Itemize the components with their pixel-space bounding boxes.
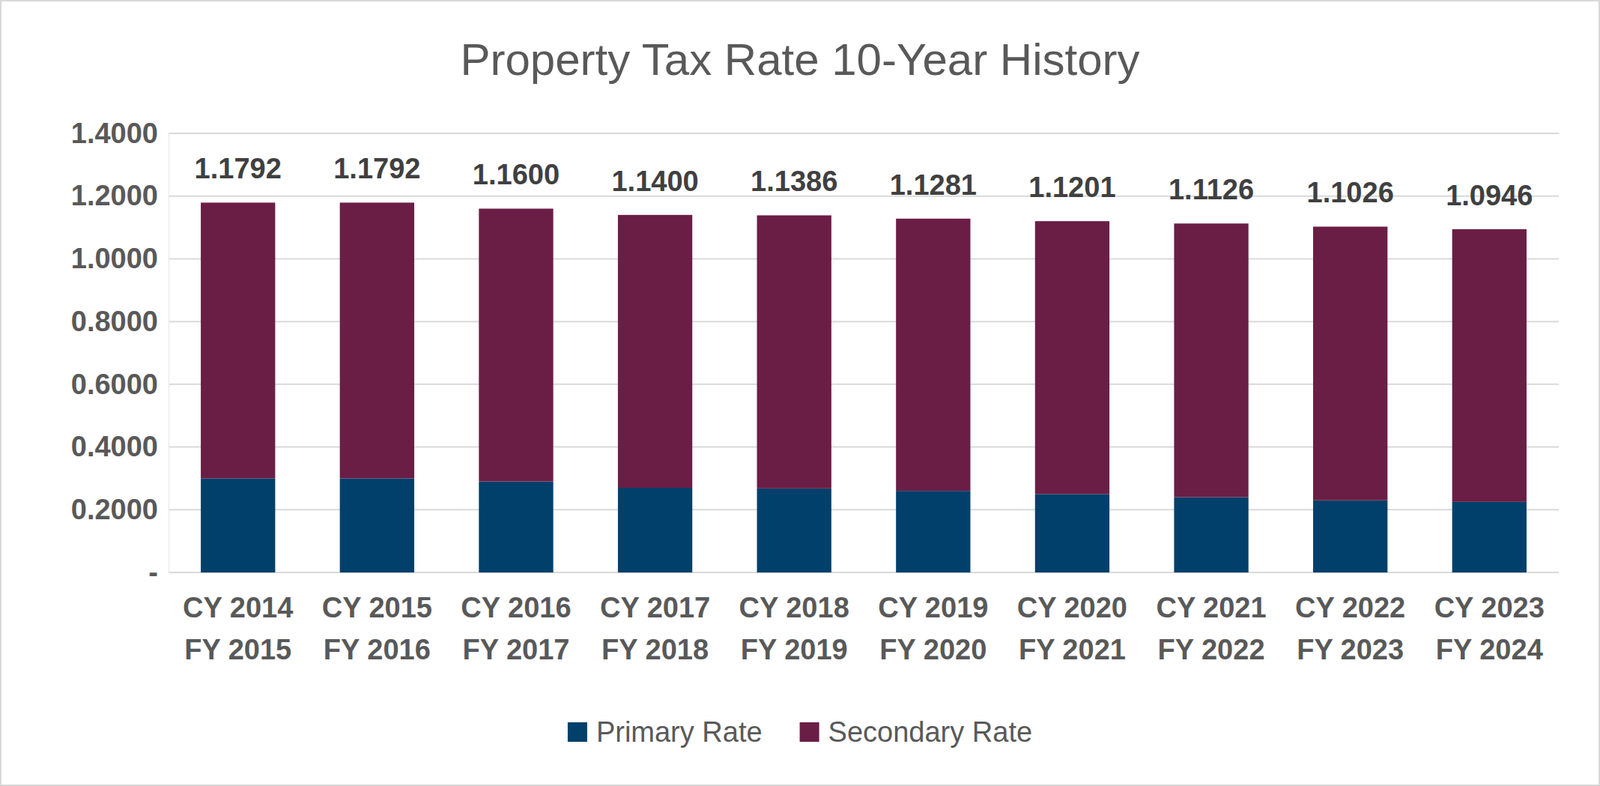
- x-tick-label-line: FY 2021: [1018, 633, 1126, 666]
- y-tick-label: 1.0000: [71, 242, 159, 275]
- x-tick-label-line: FY 2015: [184, 633, 292, 666]
- legend: Primary Rate Secondary Rate: [567, 716, 1033, 748]
- x-tick-label-line: CY 2020: [1017, 591, 1128, 624]
- legend-label: Primary Rate: [596, 716, 763, 748]
- legend-item: Secondary Rate: [800, 716, 1033, 748]
- x-tick-label-line: FY 2019: [740, 633, 848, 666]
- total-label: 1.1026: [1307, 176, 1395, 209]
- total-label: 1.1600: [472, 158, 560, 191]
- bar: [200, 477, 275, 573]
- y-tick: 0.6000: [71, 368, 169, 400]
- y-tick: 0.2000: [71, 493, 169, 526]
- bar: [200, 202, 275, 478]
- x-tick-label-line: FY 2022: [1158, 633, 1266, 666]
- y-axis: - 0.2000 0.4000 0.6000 0.8000 1.0000 1.2000 1.4…: [71, 117, 170, 589]
- plot: - 0.2000 0.4000 0.6000 0.8000 1.0000 1.2000 1.4…: [71, 117, 1559, 666]
- y-tick: 0.4000: [71, 430, 169, 463]
- x-tick-label-line: CY 2023: [1434, 591, 1545, 624]
- y-tick-label: 1.4000: [71, 117, 159, 150]
- x-tick-label-line: FY 2016: [323, 633, 431, 666]
- total-label: 1.1792: [194, 152, 282, 185]
- grid-line: [168, 132, 1559, 135]
- bar: [478, 208, 553, 481]
- x-tick-label-line: CY 2015: [322, 591, 433, 624]
- y-tick-label: 0.8000: [71, 305, 159, 338]
- x-tick-label-line: CY 2016: [460, 591, 571, 624]
- bar: [478, 481, 553, 573]
- y-tick-label: 0.4000: [71, 430, 159, 463]
- x-tick-label-line: CY 2022: [1295, 591, 1406, 624]
- bar: [1035, 220, 1110, 494]
- y-tick: 1.4000: [71, 117, 169, 150]
- legend-swatch: [800, 722, 820, 742]
- chart: Property Tax Rate 10-Year History - 0.2000…: [0, 0, 1600, 786]
- y-tick: -: [148, 556, 169, 589]
- y-axis-line: [168, 134, 170, 574]
- bar: [1452, 229, 1527, 502]
- x-tick-label-line: CY 2017: [600, 591, 711, 624]
- x-tick-label: CY 2021 FY 2022: [1155, 591, 1266, 666]
- x-tick-label-line: FY 2023: [1296, 633, 1404, 666]
- legend-item: Primary Rate: [567, 716, 763, 748]
- total-label: 1.1792: [333, 152, 421, 185]
- x-tick-label: CY 2014 FY 2015: [182, 591, 293, 666]
- x-tick-label: CY 2019 FY 2020: [877, 591, 989, 666]
- x-tick-label: CY 2015 FY 2016: [322, 591, 433, 666]
- y-tick: 1.2000: [71, 179, 169, 212]
- bar: [1452, 501, 1527, 573]
- y-tick-label: -: [148, 556, 159, 589]
- x-tick-label: CY 2016 FY 2017: [460, 591, 571, 666]
- total-labels: 1.1792 1.1792 1.1600 1.1400 1.1386 1.1281 1.12…: [194, 152, 1534, 211]
- total-label: 1.0946: [1445, 179, 1533, 212]
- total-label: 1.1126: [1168, 173, 1254, 206]
- x-tick-label-line: FY 2024: [1435, 633, 1544, 666]
- title: Property Tax Rate 10-Year History: [459, 34, 1140, 85]
- bar: [895, 490, 971, 573]
- x-tick-label-line: FY 2020: [879, 633, 987, 666]
- y-tick-label: 0.6000: [71, 368, 159, 400]
- total-label: 1.1201: [1028, 171, 1116, 203]
- x-tick-label-line: CY 2021: [1155, 591, 1266, 624]
- bar: [1035, 493, 1110, 573]
- bar: [617, 487, 693, 573]
- x-axis: CY 2014 FY 2015 CY 2015 FY 2016 CY 2016 FY 20…: [182, 591, 1545, 666]
- bar: [340, 477, 415, 573]
- x-tick-label: CY 2017 FY 2018: [600, 591, 711, 666]
- x-tick-label: CY 2020 FY 2021: [1017, 591, 1128, 666]
- chart-border: [0, 0, 1600, 786]
- y-tick-label: 1.2000: [71, 179, 159, 212]
- bar: [757, 488, 832, 573]
- x-tick-label: CY 2018 FY 2019: [739, 591, 850, 666]
- bar: [1173, 497, 1248, 573]
- x-tick-label: CY 2023 FY 2024: [1434, 591, 1545, 666]
- grid: [168, 133, 1559, 573]
- x-tick-label-line: CY 2018: [739, 591, 850, 624]
- bar: [340, 202, 415, 478]
- total-label: 1.1400: [611, 165, 699, 198]
- x-tick-label-line: FY 2017: [462, 633, 570, 666]
- legend-label: Secondary Rate: [828, 716, 1033, 748]
- legend-swatch: [567, 722, 588, 742]
- series: [200, 202, 1527, 502]
- bar: [1313, 500, 1388, 573]
- bar: [617, 214, 693, 488]
- x-tick-label-line: CY 2014: [182, 591, 293, 624]
- y-tick: 0.8000: [71, 305, 169, 338]
- bar: [1173, 223, 1248, 497]
- y-tick: 1.0000: [71, 242, 169, 275]
- x-tick-label-line: CY 2019: [877, 591, 989, 624]
- bar: [1313, 226, 1388, 500]
- total-label: 1.1281: [889, 169, 977, 201]
- bars: [200, 202, 1527, 573]
- x-tick-label-line: FY 2018: [601, 633, 709, 666]
- bar: [895, 218, 971, 491]
- y-tick-label: 0.2000: [71, 493, 159, 526]
- bar: [757, 214, 832, 488]
- x-tick-label: CY 2022 FY 2023: [1295, 591, 1406, 666]
- total-label: 1.1386: [750, 165, 838, 198]
